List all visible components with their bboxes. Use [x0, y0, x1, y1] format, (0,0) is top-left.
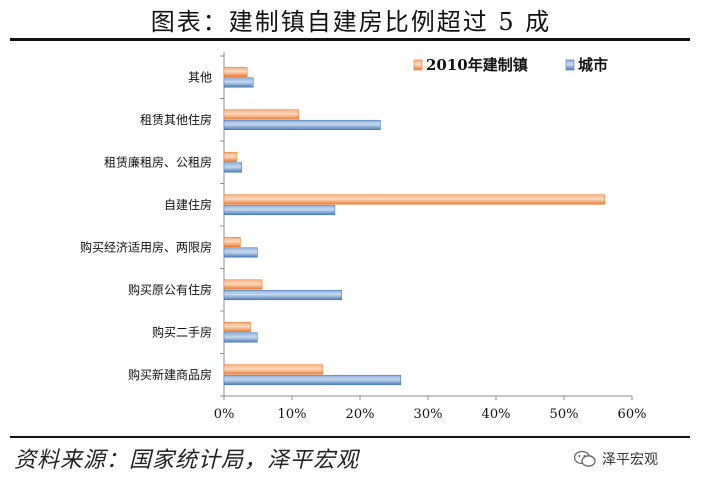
bar-chart: 0% 10% 20% 30% 40% 50% 60% 其他租赁其他住房租赁廉租房、公租房自建住…: [80, 52, 647, 422]
bar-2010-4: [223, 236, 241, 248]
x-tick-label: 50%: [550, 407, 579, 422]
legend-swatch-series: [565, 59, 575, 71]
y-tick-label: 其他: [188, 70, 212, 84]
title-divider: [10, 38, 690, 41]
bar-series-7: [223, 374, 402, 386]
footer-divider: [10, 436, 690, 438]
bar-series-2: [223, 162, 242, 173]
legend-label: 2010年建制镇: [426, 56, 528, 74]
y-tick-label: 购买原公有住房: [128, 282, 212, 297]
chart-title: 图表：建制镇自建房比例超过 5 成: [150, 8, 552, 36]
bar-2010-6: [223, 321, 251, 333]
watermark: 泽平宏观: [574, 447, 658, 471]
x-tick-label: 0%: [214, 407, 235, 422]
y-tick-label: 购买新建商品房: [128, 367, 212, 382]
bar-2010-0: [223, 66, 248, 78]
x-tick-label: 30%: [414, 407, 443, 422]
x-tick-label: 10%: [278, 407, 307, 422]
bar-2010-5: [223, 279, 263, 290]
wechat-icon: [574, 450, 596, 467]
bar-series-5: [223, 289, 342, 301]
legend-swatch-2010: [413, 59, 423, 71]
x-tick-label: 60%: [618, 407, 647, 422]
bar-series-0: [223, 77, 254, 88]
bar-2010-7: [223, 364, 323, 375]
x-tick-label: 40%: [482, 407, 511, 422]
y-tick-label: 购买二手房: [152, 324, 212, 339]
bar-2010-3: [223, 194, 606, 205]
source-note: 资料来源：国家统计局，泽平宏观: [14, 448, 360, 473]
legend-label: 城市: [578, 56, 608, 74]
bar-series-3: [223, 204, 336, 216]
bar-series-1: [223, 119, 381, 131]
y-tick-label: 租赁其他住房: [140, 112, 212, 127]
watermark-text: 泽平宏观: [602, 452, 658, 468]
y-tick-label: 自建住房: [164, 197, 212, 212]
y-tick-label: 租赁廉租房、公租房: [104, 154, 212, 169]
bar-series-6: [223, 332, 258, 343]
bar-series-4: [223, 247, 258, 258]
bar-2010-1: [223, 109, 300, 120]
y-tick-label: 购买经济适用房、两限房: [80, 239, 212, 254]
bar-2010-2: [223, 151, 238, 163]
x-tick-label: 20%: [346, 407, 375, 422]
